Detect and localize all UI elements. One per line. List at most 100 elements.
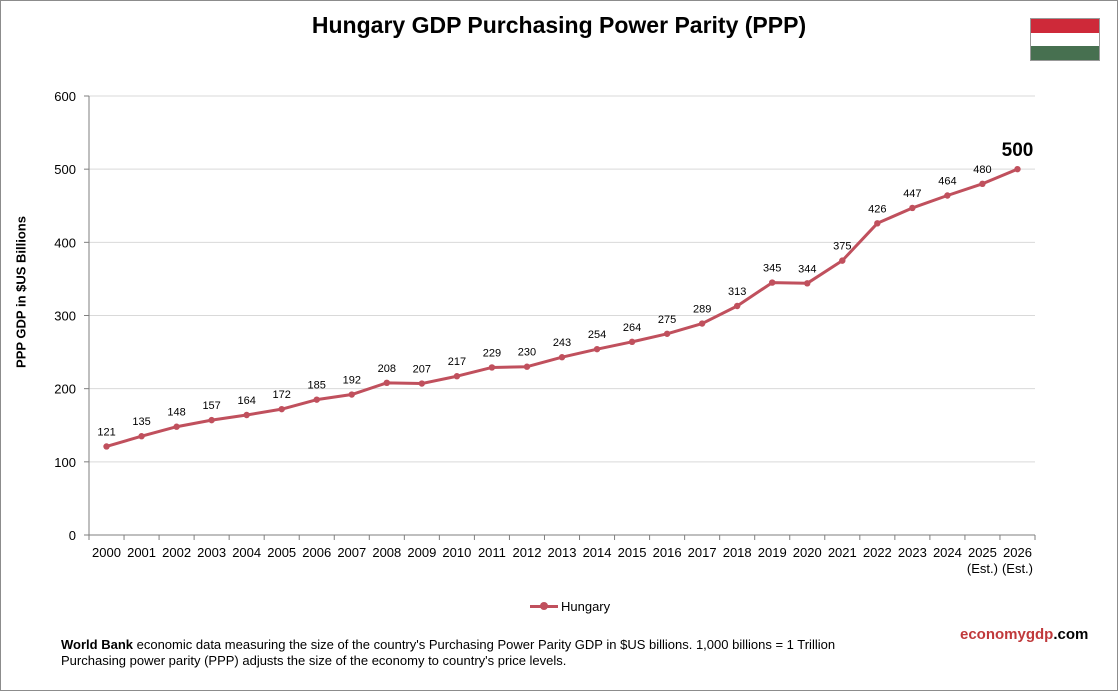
data-label: 464 <box>938 176 956 188</box>
data-label: 345 <box>763 263 781 275</box>
flag-band-green <box>1031 46 1099 60</box>
footnote-line-1-text: economic data measuring the size of the … <box>133 637 836 652</box>
data-label: 135 <box>132 416 150 428</box>
x-tick-label: 2013 <box>548 545 577 560</box>
x-tick-label: 2025 <box>968 545 997 560</box>
brand-part-2: gdp <box>1025 626 1054 643</box>
data-point <box>593 345 601 353</box>
y-tick-label: 500 <box>54 162 76 177</box>
x-tick-label: 2012 <box>513 545 542 560</box>
data-label: 185 <box>308 380 326 392</box>
x-tick-label: 2021 <box>828 545 857 560</box>
y-tick-label: 100 <box>54 455 76 470</box>
x-tick-label: 2014 <box>583 545 612 560</box>
data-point <box>909 204 916 212</box>
data-point <box>979 180 986 187</box>
footnote-source: World Bank <box>61 637 133 652</box>
x-tick-label: 2006 <box>302 545 331 560</box>
data-point <box>944 192 951 199</box>
x-tick-label: 2007 <box>337 545 366 560</box>
x-tick-sublabel: (Est.) <box>1002 561 1033 576</box>
data-point <box>243 411 250 419</box>
legend-label: Hungary <box>561 598 611 614</box>
data-point <box>1014 165 1021 173</box>
data-label: 254 <box>588 329 606 341</box>
legend-swatch <box>530 599 558 613</box>
x-tick-label: 2002 <box>162 545 191 560</box>
flag-band-red <box>1031 19 1099 33</box>
x-tick-label: 2020 <box>793 545 822 560</box>
x-tick-label: 2000 <box>92 545 121 560</box>
data-point <box>523 363 531 370</box>
data-label: 375 <box>833 241 851 253</box>
y-tick-label: 0 <box>69 528 76 543</box>
y-tick-label: 600 <box>54 89 76 104</box>
data-point <box>663 330 671 337</box>
data-point <box>488 364 496 371</box>
x-tick-label: 2017 <box>688 545 717 560</box>
x-tick-label: 2011 <box>478 545 506 560</box>
data-point <box>804 280 811 287</box>
x-tick-label: 2009 <box>407 545 436 560</box>
chart-title: Hungary GDP Purchasing Power Parity (PPP… <box>311 12 807 38</box>
brand-logo[interactable]: economygdp.com <box>960 626 1088 643</box>
x-tick-label: 2005 <box>267 545 296 560</box>
data-point <box>208 416 215 424</box>
x-tick-label: 2018 <box>723 545 752 560</box>
x-tick-label: 2016 <box>653 545 682 560</box>
data-point <box>313 396 320 403</box>
data-point <box>698 320 706 327</box>
data-point <box>348 391 355 398</box>
data-label: 480 <box>973 164 991 176</box>
data-point <box>769 279 776 286</box>
data-label: 229 <box>483 347 501 359</box>
data-point <box>383 379 391 387</box>
data-label: 192 <box>343 375 361 387</box>
brand-part-3: .com <box>1053 626 1089 643</box>
data-point <box>138 433 145 440</box>
data-label: 447 <box>903 188 921 200</box>
data-label: 157 <box>202 400 220 412</box>
data-point <box>733 302 741 310</box>
data-label: 264 <box>623 322 641 334</box>
data-label: 121 <box>97 426 115 438</box>
data-label: 289 <box>693 304 711 316</box>
brand-part-1: economy <box>960 626 1026 643</box>
x-tick-label: 2001 <box>127 545 156 560</box>
x-tick-label: 2008 <box>372 545 401 560</box>
data-label: 275 <box>658 314 676 326</box>
y-tick-label: 300 <box>54 309 76 324</box>
flag-band-white <box>1031 32 1099 47</box>
footnote-line-2: Purchasing power parity (PPP) adjusts th… <box>61 653 567 668</box>
data-label: 426 <box>868 203 886 215</box>
x-tick-label: 2019 <box>758 545 787 560</box>
data-label: 344 <box>798 263 816 275</box>
y-tick-label: 200 <box>54 382 76 397</box>
x-tick-sublabel: (Est.) <box>967 561 998 576</box>
x-tick-label: 2004 <box>232 545 261 560</box>
x-tick-label: 2015 <box>618 545 647 560</box>
footnote: World Bank economic data measuring the s… <box>61 637 835 669</box>
x-tick-label: 2010 <box>442 545 471 560</box>
data-label: 313 <box>728 286 746 298</box>
data-label: 243 <box>553 337 571 349</box>
x-tick-label: 2026 <box>1003 545 1032 560</box>
data-label: 208 <box>378 363 396 375</box>
data-label: 500 <box>1002 140 1034 161</box>
data-label: 164 <box>237 395 255 407</box>
data-label: 230 <box>518 347 536 359</box>
data-point <box>558 354 566 361</box>
hungary-flag-icon <box>1030 18 1100 61</box>
data-point <box>173 423 180 430</box>
x-tick-label: 2003 <box>197 545 226 560</box>
legend: Hungary <box>530 597 610 615</box>
data-label: 148 <box>167 407 185 419</box>
data-point <box>453 373 461 380</box>
data-label: 217 <box>448 356 466 368</box>
data-label: 172 <box>273 389 291 401</box>
data-point <box>839 257 846 264</box>
data-point <box>278 405 285 413</box>
x-tick-label: 2022 <box>863 545 892 560</box>
data-point <box>418 380 426 387</box>
